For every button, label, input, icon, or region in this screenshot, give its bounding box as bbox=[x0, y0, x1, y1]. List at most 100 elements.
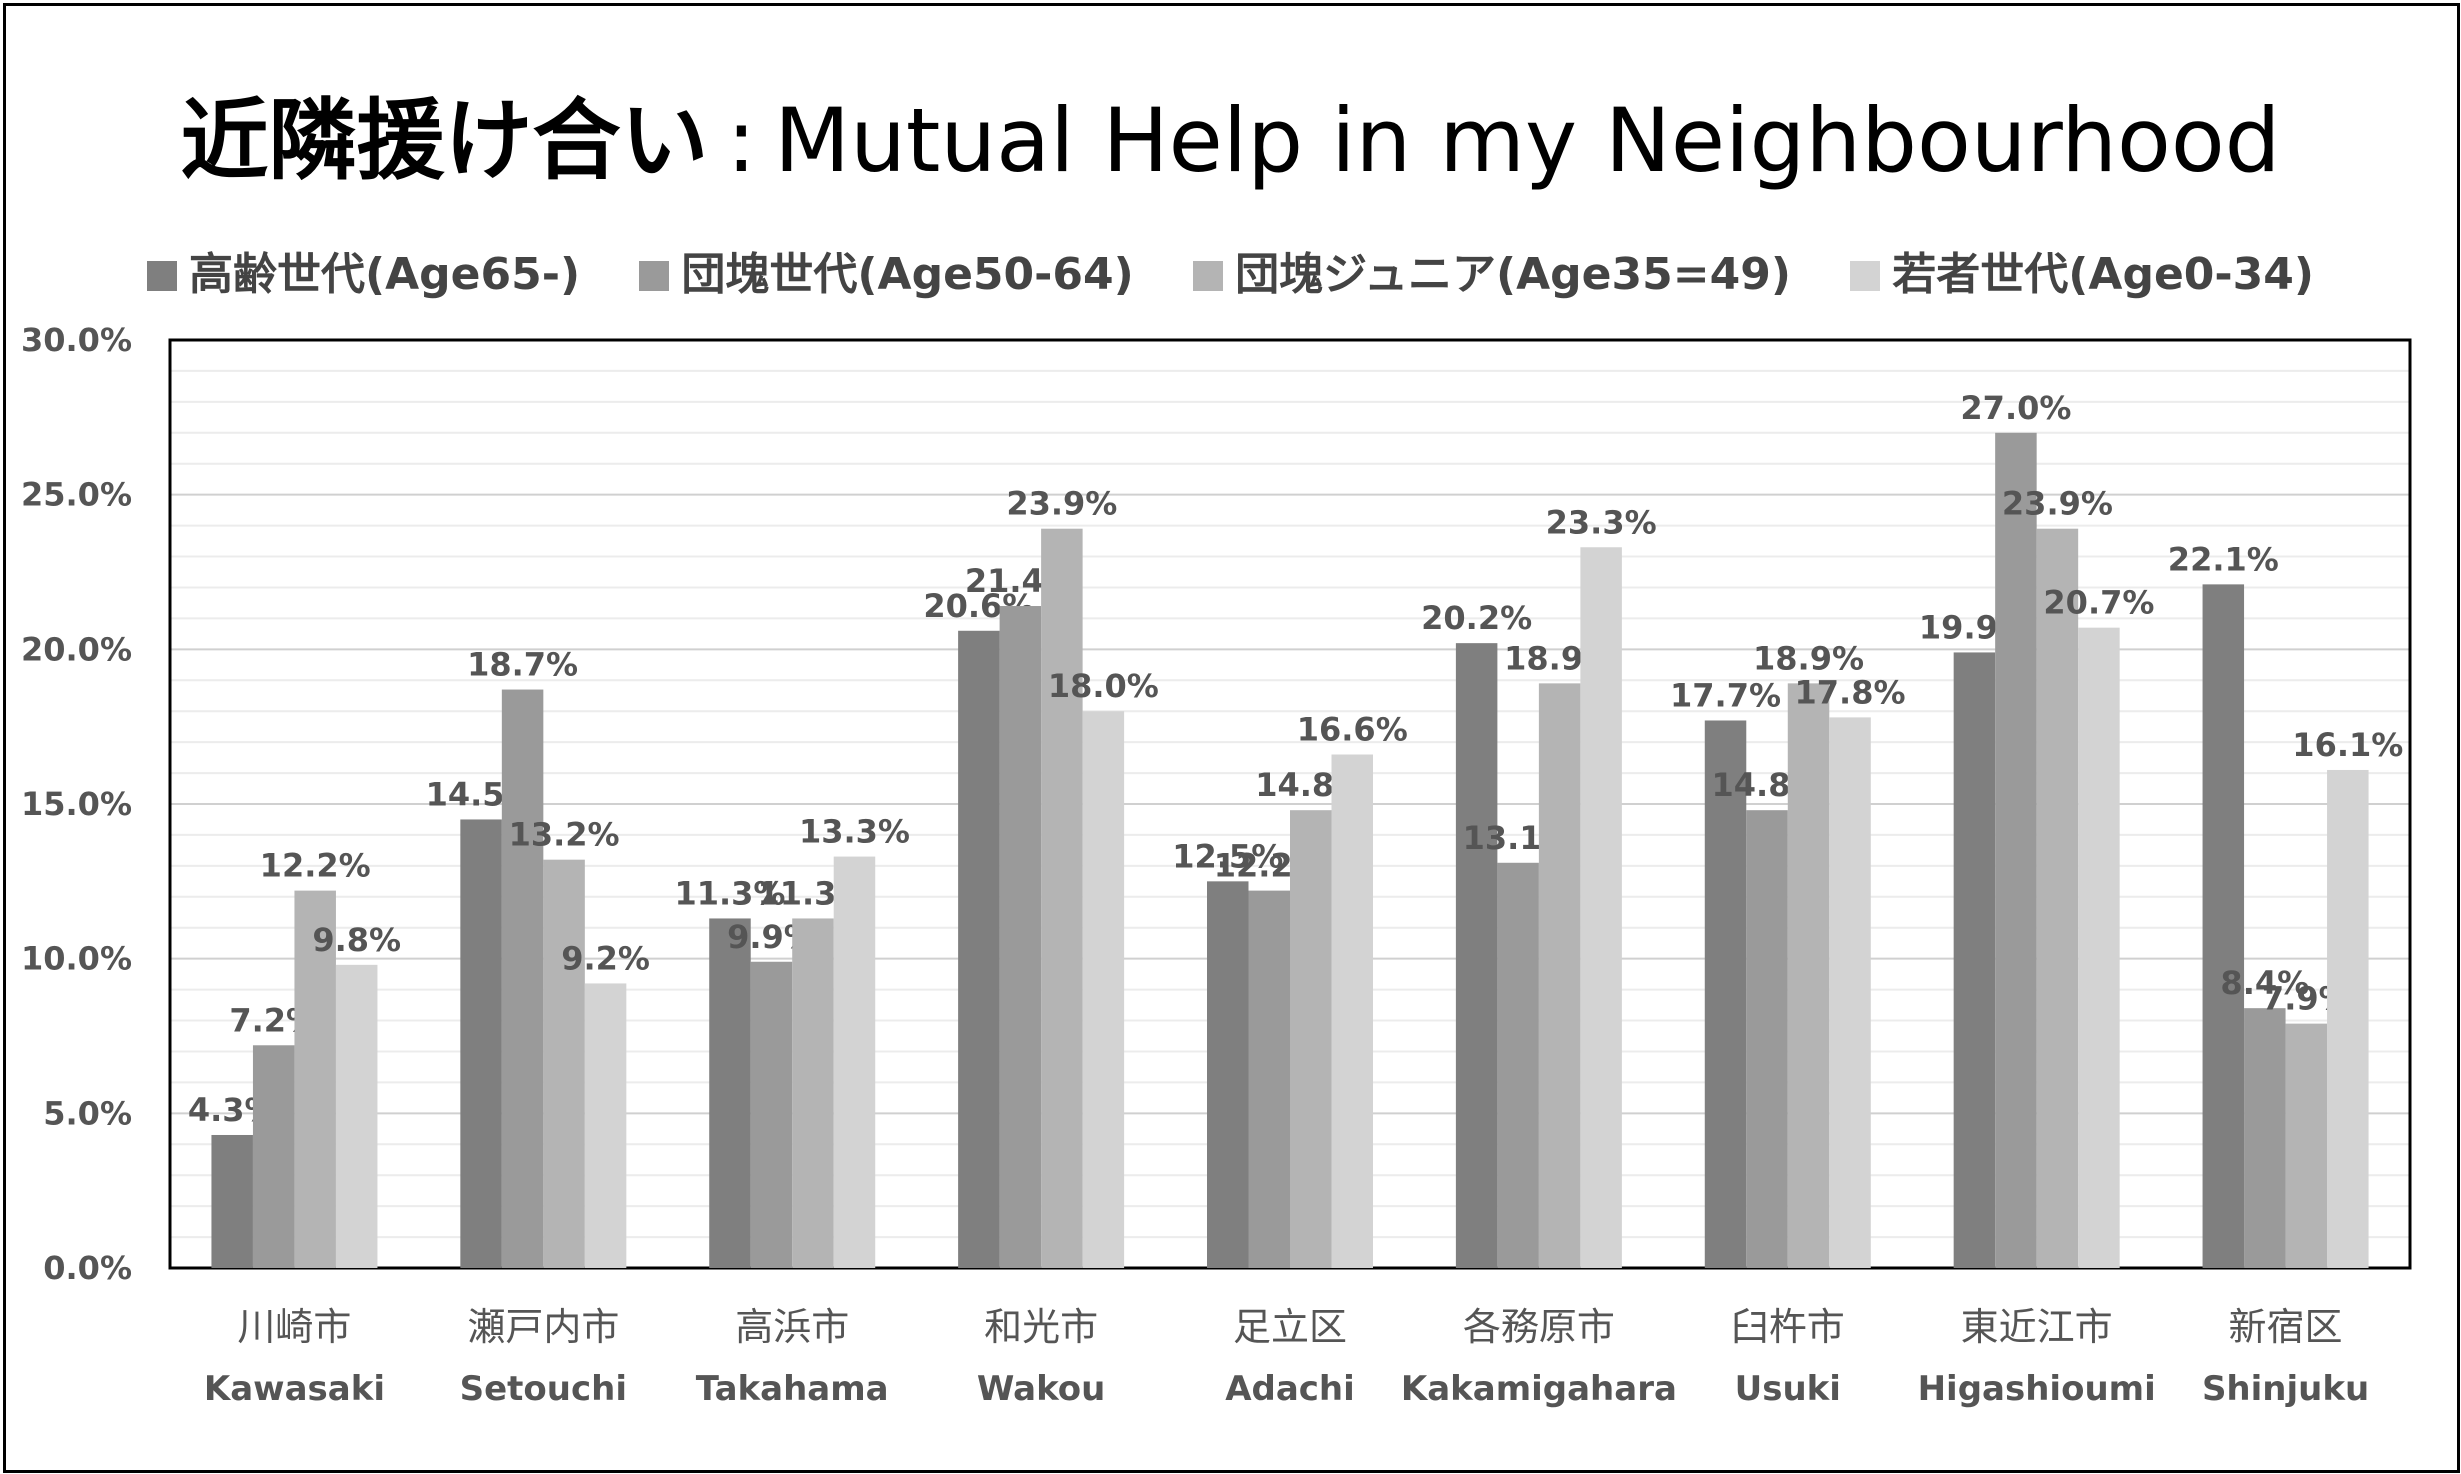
bar bbox=[1580, 547, 1622, 1268]
bar bbox=[1207, 881, 1249, 1268]
bar bbox=[1290, 810, 1332, 1268]
bar bbox=[2244, 1008, 2286, 1268]
bar bbox=[1704, 720, 1747, 1268]
y-tick-label: 10.0% bbox=[21, 940, 132, 978]
y-tick-label: 30.0% bbox=[21, 321, 132, 359]
bar bbox=[1746, 810, 1788, 1268]
bar bbox=[584, 983, 627, 1268]
bar bbox=[335, 964, 378, 1268]
data-label: 20.2% bbox=[1421, 599, 1532, 637]
bar bbox=[2202, 584, 2245, 1268]
legend-swatch bbox=[1193, 261, 1224, 291]
legend-item-age65: 高齢世代(Age65-) bbox=[146, 238, 581, 302]
data-label: 8.4% bbox=[2220, 964, 2309, 1002]
data-label: 12.5% bbox=[1172, 837, 1283, 875]
x-category-label-jp: 東近江市 bbox=[1961, 1305, 2113, 1349]
data-label: 16.1% bbox=[2292, 726, 2403, 764]
bar bbox=[958, 630, 1000, 1268]
bar bbox=[543, 859, 585, 1268]
legend-item-age50-64: 団塊世代(Age50-64) bbox=[639, 238, 1134, 302]
data-label: 18.0% bbox=[1048, 667, 1159, 705]
bar bbox=[792, 918, 834, 1268]
chart-title-separator: : bbox=[726, 89, 757, 192]
bar bbox=[460, 819, 502, 1268]
x-category-label-en: Adachi bbox=[1225, 1369, 1355, 1409]
bar bbox=[1538, 683, 1581, 1268]
data-label: 12.2% bbox=[260, 847, 371, 885]
bar bbox=[2285, 1023, 2328, 1268]
data-label: 17.7% bbox=[1670, 676, 1781, 714]
legend-swatch bbox=[639, 261, 670, 291]
bar bbox=[1248, 890, 1290, 1268]
x-category-label-en: Setouchi bbox=[460, 1369, 627, 1409]
data-label: 13.2% bbox=[509, 816, 620, 854]
x-category-label-en: Usuki bbox=[1735, 1369, 1841, 1409]
legend-swatch bbox=[146, 261, 177, 291]
data-label: 23.3% bbox=[1546, 503, 1657, 541]
data-label: 13.3% bbox=[799, 813, 910, 851]
bar bbox=[1455, 643, 1498, 1268]
legend-label: 若者世代(Age0-34) bbox=[1892, 249, 2314, 300]
x-category-label-jp: 新宿区 bbox=[2229, 1305, 2343, 1349]
bar bbox=[833, 856, 876, 1268]
data-label: 23.9% bbox=[2002, 485, 2113, 523]
legend-label: 高齢世代(Age65-) bbox=[188, 249, 581, 300]
bar bbox=[2036, 528, 2079, 1268]
bar bbox=[252, 1045, 295, 1268]
bar bbox=[1041, 528, 1083, 1268]
data-label: 23.9% bbox=[1006, 485, 1117, 523]
x-category-label-en: Takahama bbox=[696, 1369, 889, 1409]
bar bbox=[750, 961, 793, 1268]
x-category-label-jp: 臼杵市 bbox=[1731, 1305, 1845, 1349]
chart-legend: 高齢世代(Age65-) 団塊世代(Age50-64) 団塊ジュニア(Age35… bbox=[0, 238, 2461, 302]
data-label: 18.9% bbox=[1753, 639, 1864, 677]
legend-label: 団塊世代(Age50-64) bbox=[681, 249, 1134, 300]
y-tick-label: 15.0% bbox=[21, 785, 132, 823]
x-category-label-jp: 瀬戸内市 bbox=[467, 1305, 619, 1349]
bar bbox=[1787, 683, 1830, 1268]
data-label: 27.0% bbox=[1960, 389, 2071, 427]
x-category-label-en: Kakamigahara bbox=[1401, 1369, 1677, 1409]
legend-item-age0-34: 若者世代(Age0-34) bbox=[1850, 238, 2314, 302]
bar bbox=[1082, 711, 1125, 1268]
x-category-label-en: Higashioumi bbox=[1918, 1369, 2156, 1409]
x-category-label-jp: 和光市 bbox=[984, 1305, 1098, 1349]
y-tick-label: 0.0% bbox=[43, 1249, 132, 1287]
bar bbox=[2078, 627, 2120, 1268]
bar bbox=[1331, 754, 1373, 1268]
bar bbox=[294, 890, 336, 1268]
x-category-label-en: Wakou bbox=[977, 1369, 1106, 1409]
data-label: 16.6% bbox=[1297, 711, 1408, 749]
chart-title-en: Mutual Help in my Neighbourhood bbox=[774, 89, 2281, 192]
legend-swatch bbox=[1850, 261, 1881, 291]
y-tick-label: 20.0% bbox=[21, 630, 132, 668]
x-category-label-jp: 足立区 bbox=[1233, 1305, 1347, 1349]
bar bbox=[1829, 717, 1871, 1268]
data-label: 18.7% bbox=[467, 646, 578, 684]
data-label: 17.8% bbox=[1795, 673, 1906, 711]
data-label: 20.7% bbox=[2043, 584, 2154, 622]
x-category-label-jp: 各務原市 bbox=[1463, 1305, 1615, 1349]
chart-title: 近隣援け合い: Mutual Help in my Neighbourhood bbox=[0, 70, 2461, 197]
x-category-label-jp: 高浜市 bbox=[735, 1305, 849, 1349]
y-tick-label: 25.0% bbox=[21, 476, 132, 514]
bar bbox=[2327, 769, 2369, 1268]
bar bbox=[501, 689, 544, 1268]
bar bbox=[999, 606, 1042, 1268]
bar bbox=[709, 918, 751, 1268]
data-label: 22.1% bbox=[2168, 540, 2279, 578]
legend-label: 団塊ジュニア(Age35=49) bbox=[1235, 249, 1791, 300]
x-category-label-jp: 川崎市 bbox=[237, 1305, 351, 1349]
chart-title-jp: 近隣援け合い bbox=[180, 89, 709, 192]
x-category-label-en: Shinjuku bbox=[2202, 1369, 2369, 1409]
bar bbox=[211, 1134, 253, 1268]
bar bbox=[1995, 432, 2037, 1268]
data-label: 9.2% bbox=[561, 939, 650, 977]
data-label: 11.3% bbox=[674, 874, 785, 912]
data-label: 9.8% bbox=[312, 921, 401, 959]
legend-item-age35-49: 団塊ジュニア(Age35=49) bbox=[1193, 238, 1791, 302]
y-tick-label: 5.0% bbox=[43, 1094, 132, 1132]
x-category-label-en: Kawasaki bbox=[204, 1369, 385, 1409]
bar bbox=[1953, 652, 1996, 1268]
